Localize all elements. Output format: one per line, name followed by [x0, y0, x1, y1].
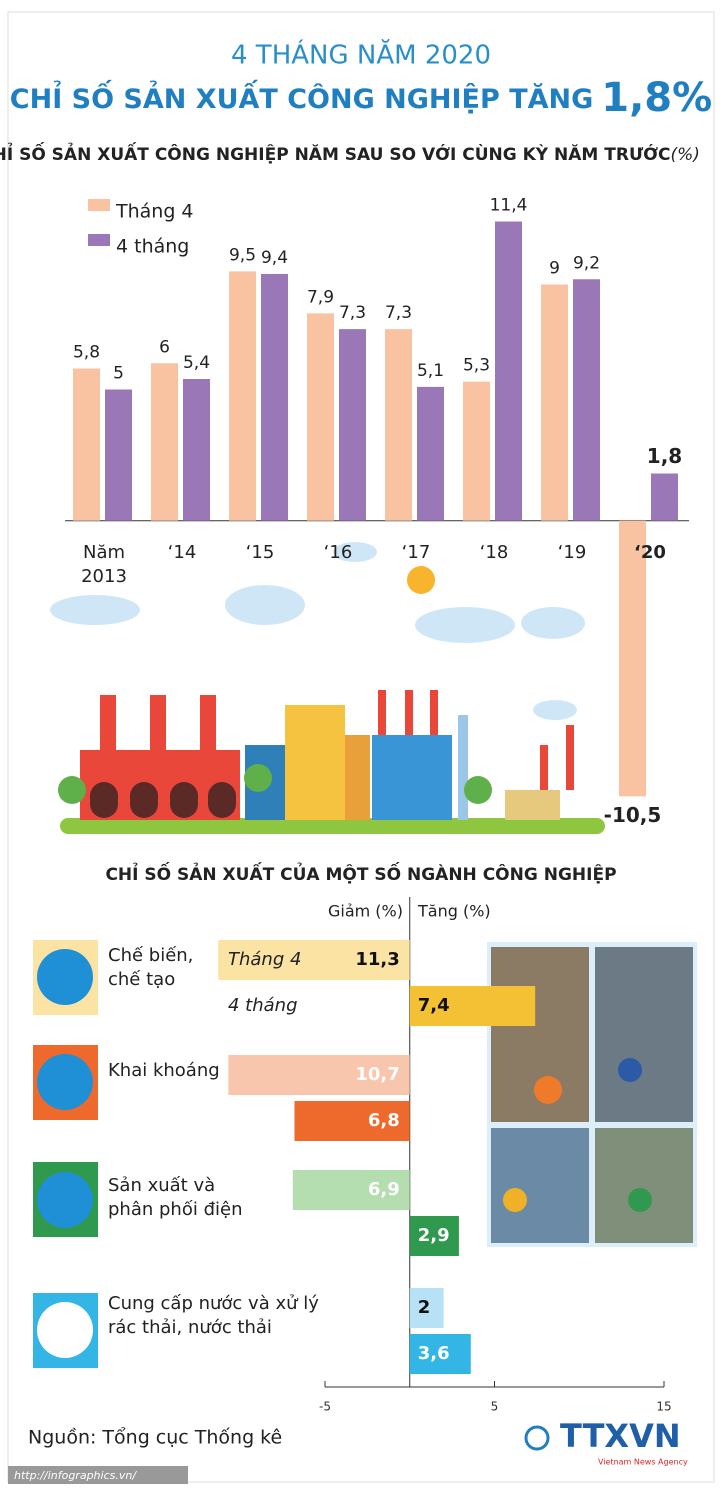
- x-tick-label: ‘15: [230, 541, 290, 565]
- value-label: 6,8: [368, 1110, 400, 1131]
- axis-label: Tăng (%): [417, 902, 491, 921]
- x-tick-label: Năm 2013: [74, 541, 134, 589]
- value-label: 9: [549, 259, 560, 279]
- x-tick-label: 5: [491, 1400, 499, 1414]
- legend-label: Tháng 4: [115, 201, 194, 223]
- category-label: Khai khoáng: [108, 1059, 248, 1083]
- bar: [417, 387, 444, 521]
- agency: Vietnam News Agency: [598, 1458, 688, 1467]
- source: Nguồn: Tổng cục Thống kê: [28, 1427, 282, 1449]
- chart-unit: (%): [670, 145, 699, 165]
- value-label: -10,5: [604, 803, 662, 827]
- factory: [58, 690, 605, 834]
- bar: [541, 285, 568, 521]
- category-label: Sản xuất và phân phối điện: [108, 1174, 253, 1222]
- subtitle: 4 THÁNG NĂM 2020: [231, 38, 491, 71]
- bar: [261, 274, 288, 521]
- value-label: 2,9: [418, 1225, 450, 1246]
- chart-title: CHỈ SỐ SẢN XUẤT CỦA MỘT SỐ NGÀNH CÔNG NG…: [105, 861, 616, 885]
- category-label: Chế biến, chế tạo: [108, 944, 213, 992]
- x-tick-label: 15: [656, 1400, 671, 1414]
- x-tick-label: ‘16: [308, 541, 368, 565]
- x-tick-label: ‘20: [620, 541, 680, 565]
- bar: [339, 329, 366, 521]
- x-tick-label: ‘14: [152, 541, 212, 565]
- title-highlight: 1,8%: [601, 75, 712, 121]
- bar: [307, 313, 334, 520]
- legend-label: 4 tháng: [116, 236, 189, 258]
- value-label: 5: [113, 364, 124, 384]
- bar: [651, 474, 678, 521]
- value-label: 7,3: [339, 303, 366, 323]
- x-tick-label: ‘19: [542, 541, 602, 565]
- url: http://infographics.vn/: [14, 1469, 137, 1482]
- bar: [463, 382, 490, 521]
- value-label: 1,8: [647, 444, 682, 468]
- x-tick-label: ‘17: [386, 541, 446, 565]
- x-tick-label: -5: [319, 1400, 331, 1414]
- bar: [151, 363, 178, 521]
- bar: [105, 390, 132, 521]
- value-label: 9,2: [573, 253, 600, 273]
- canvas: 4 THÁNG NĂM 2020 CHỈ SỐ SẢN XUẤT CÔNG NG…: [0, 0, 722, 1492]
- value-label: 6,9: [368, 1179, 400, 1200]
- legend-swatch: [88, 234, 110, 246]
- bar: [229, 271, 256, 520]
- value-label: 5,1: [417, 361, 444, 381]
- bar: [73, 369, 100, 521]
- axis-label: Giảm (%): [328, 902, 403, 921]
- x-tick-label: ‘18: [464, 541, 524, 565]
- title-text: CHỈ SỐ SẢN XUẤT CÔNG NGHIỆP TĂNG: [10, 79, 593, 115]
- legend-label: 4 tháng: [228, 995, 298, 1016]
- value-label: 7,3: [385, 303, 412, 323]
- value-label: 7,4: [418, 995, 450, 1016]
- value-label: 5,3: [463, 356, 490, 376]
- category-label: Cung cấp nước và xử lý rác thải, nước th…: [108, 1292, 323, 1340]
- legend-swatch: [88, 199, 110, 211]
- value-label: 9,4: [261, 248, 288, 268]
- legend-label: Tháng 4: [228, 949, 301, 970]
- value-label: 2: [418, 1297, 431, 1318]
- bar: [495, 222, 522, 521]
- logo: TTXVN: [560, 1417, 681, 1455]
- value-label: 11,3: [355, 949, 399, 970]
- copyright-icon: [526, 1427, 548, 1449]
- value-label: 11,4: [490, 196, 528, 216]
- value-label: 10,7: [355, 1064, 399, 1085]
- sun: [407, 566, 435, 594]
- bar: [573, 279, 600, 521]
- bar: [385, 329, 412, 521]
- value-label: 5,4: [183, 353, 210, 373]
- value-label: 6: [159, 337, 170, 357]
- icons: [33, 940, 98, 1368]
- chart-title-text: CHỈ SỐ SẢN XUẤT CÔNG NGHIỆP NĂM SAU SO V…: [0, 141, 670, 165]
- value-label: 3,6: [418, 1343, 450, 1364]
- infographic: 4 THÁNG NĂM 2020 CHỈ SỐ SẢN XUẤT CÔNG NG…: [0, 0, 722, 1492]
- value-label: 7,9: [307, 287, 334, 307]
- bar: [183, 379, 210, 521]
- value-label: 5,8: [73, 343, 100, 363]
- chart-title: CHỈ SỐ SẢN XUẤT CÔNG NGHIỆP NĂM SAU SO V…: [0, 141, 700, 165]
- value-label: 9,5: [229, 245, 256, 265]
